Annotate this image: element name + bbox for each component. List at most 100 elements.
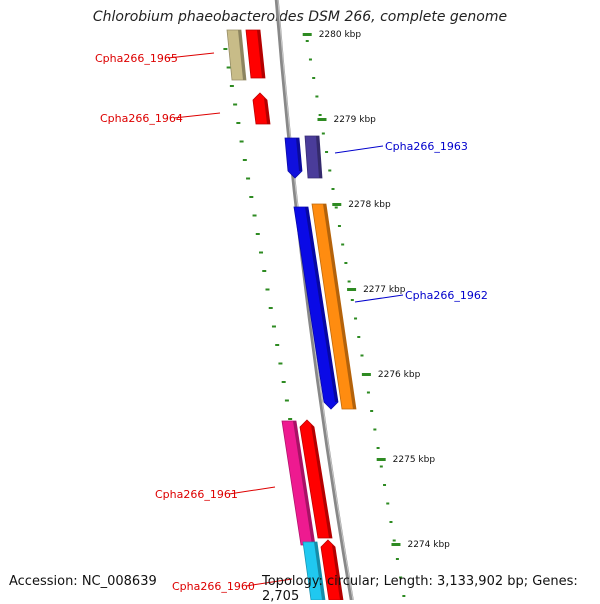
guide-dot: [262, 270, 267, 272]
guide-dot: [392, 539, 396, 542]
tick-mark: [317, 118, 327, 121]
guide-dot: [249, 196, 254, 198]
tick-label: 2279 kbp: [333, 115, 376, 125]
guide-dot: [275, 344, 280, 346]
gene-body: [302, 541, 326, 600]
guide-dot: [246, 177, 251, 180]
guide-dot: [389, 521, 393, 523]
guide-dot: [242, 159, 247, 161]
scale-ticks: 2280 kbp 2279 kbp 2278 kbp 2277 kbp 2276 kbp…: [302, 30, 450, 550]
guide-dot: [344, 262, 348, 264]
gene-Cpha266_1961b[interactable]: [299, 419, 333, 539]
gene-label-Cpha266_1963[interactable]: Cpha266_1963: [385, 140, 468, 153]
guide-dot: [268, 307, 273, 309]
tick-mark: [361, 373, 371, 376]
gene-Cpha266_1962[interactable]: [311, 203, 357, 410]
guide-dot: [233, 103, 238, 106]
gene-edge: [296, 138, 302, 171]
label-leader-line: [173, 112, 221, 119]
guide-dot: [229, 85, 234, 87]
guide-dot: [308, 58, 312, 61]
guide-dot: [366, 391, 370, 394]
gene-labels: Cpha266_1965 Cpha266_1964 Cpha266_1963 Cpha…: [95, 52, 488, 593]
guide-dot: [315, 95, 319, 98]
tick-mark: [302, 33, 312, 36]
guide-dot: [288, 418, 293, 420]
gene-label-Cpha266_1962[interactable]: Cpha266_1962: [405, 289, 488, 302]
guide-dot: [226, 66, 231, 69]
tick-label: 2276 kbp: [378, 370, 421, 380]
gene-edge: [257, 30, 265, 78]
gene-body: [299, 419, 333, 539]
accession-text: Accession: NC_008639: [9, 574, 157, 589]
guide-dot: [354, 317, 358, 320]
map-title: Chlorobium phaeobacteroides DSM 266, com…: [92, 9, 508, 25]
gene-edge: [305, 207, 338, 402]
gene-edge: [293, 421, 315, 545]
gene-label-Cpha266_1961[interactable]: Cpha266_1961: [155, 488, 238, 501]
tick-mark: [391, 543, 401, 546]
guide-dot: [357, 336, 361, 338]
gene-Cpha266_1965b[interactable]: [245, 29, 266, 79]
guide-dot: [239, 140, 244, 143]
label-leader-line: [167, 52, 215, 59]
guide-dot: [325, 151, 329, 153]
guide-dot: [321, 132, 325, 135]
guide-dot: [328, 169, 332, 172]
guide-dot: [337, 225, 341, 227]
gene-Cpha266_1963[interactable]: [284, 137, 303, 179]
gene-label-Cpha266_1965[interactable]: Cpha266_1965: [95, 52, 178, 65]
gene-edge: [264, 98, 270, 124]
gene-label-Cpha266_1960[interactable]: Cpha266_1960: [172, 580, 255, 593]
guide-dot: [259, 251, 264, 254]
guide-dot: [402, 595, 406, 597]
guide-dot: [252, 214, 257, 217]
gene-edge: [238, 30, 246, 80]
tick-label: 2275 kbp: [393, 455, 436, 465]
tick-mark: [332, 203, 342, 206]
tick-mark: [347, 288, 357, 291]
label-leader-line: [228, 486, 276, 495]
guide-dot: [278, 362, 283, 365]
backbone-line: [274, 0, 354, 600]
gene-edge: [311, 425, 332, 538]
gene-Cpha266_1965[interactable]: [226, 29, 247, 81]
tick-label: 2277 kbp: [363, 285, 406, 295]
guide-dot: [312, 77, 316, 79]
label-leader-line: [334, 145, 384, 154]
guide-dot: [305, 40, 309, 42]
guide-dot: [334, 206, 338, 209]
gene-edge: [314, 542, 325, 600]
gene-edge: [323, 204, 356, 409]
tick-label: 2274 kbp: [407, 540, 450, 550]
guide-dot: [379, 465, 383, 468]
gene-label-Cpha266_1964[interactable]: Cpha266_1964: [100, 112, 183, 125]
label-leader-line: [354, 294, 404, 303]
guide-dot: [318, 114, 322, 116]
guide-dot: [399, 576, 403, 579]
gene-Cpha266_1963b[interactable]: [304, 135, 323, 179]
guide-dot: [383, 484, 387, 486]
guide-dot: [331, 188, 335, 190]
guide-dot: [386, 502, 390, 505]
gene-Cpha266_1964[interactable]: [252, 92, 271, 125]
guide-dot: [341, 243, 345, 246]
guide-dot: [350, 299, 354, 301]
guide-dot: [236, 122, 241, 124]
guide-dot: [265, 288, 270, 291]
right-dotted-guide: [305, 40, 406, 597]
gene-Cpha266_1960b[interactable]: [320, 539, 344, 600]
guide-dot: [223, 48, 228, 50]
label-leader-line: [245, 578, 293, 587]
genes-layer: [226, 29, 357, 600]
guide-dot: [284, 399, 289, 402]
gene-Cpha266_1960[interactable]: [302, 541, 326, 600]
guide-dot: [370, 410, 374, 412]
guide-dot: [271, 325, 276, 328]
guide-dot: [347, 280, 351, 283]
gene-body: [320, 539, 344, 600]
guide-dot: [255, 233, 260, 235]
gene-Cpha266_1962a[interactable]: [293, 206, 339, 410]
guide-dot: [373, 428, 377, 431]
